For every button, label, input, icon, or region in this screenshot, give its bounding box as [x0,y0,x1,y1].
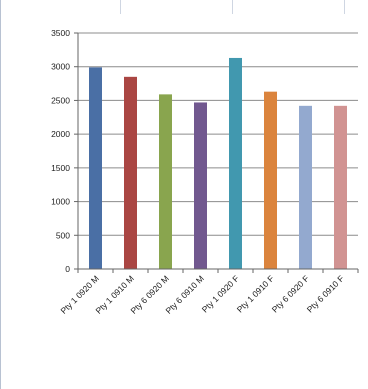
y-tick-label: 1500 [51,163,70,173]
sheet-column-divider [232,0,233,14]
x-category-label: Pty 6 0910 F [305,273,346,314]
bar[interactable] [89,67,102,269]
bar[interactable] [264,91,277,269]
chart-area[interactable]: 0 500 1000 1500 2000 2500 3000 3500 Pty 1 0920 M… [6,14,368,389]
bar[interactable] [334,105,347,269]
bar[interactable] [159,94,172,269]
y-tick-label: 500 [56,230,70,240]
y-tick-label: 2000 [51,129,70,139]
y-tick-label: 1000 [51,197,70,207]
bar[interactable] [124,76,137,269]
y-tick-label: 3000 [51,62,70,72]
sheet-column-divider [344,0,345,14]
bar[interactable] [229,57,242,269]
y-tick-label: 3500 [51,28,70,38]
sheet-left-border [0,0,1,389]
sheet-column-divider [120,0,121,14]
bar[interactable] [299,105,312,269]
y-tick-label: 0 [65,264,70,274]
y-tick-label: 2500 [51,95,70,105]
bar[interactable] [194,102,207,269]
